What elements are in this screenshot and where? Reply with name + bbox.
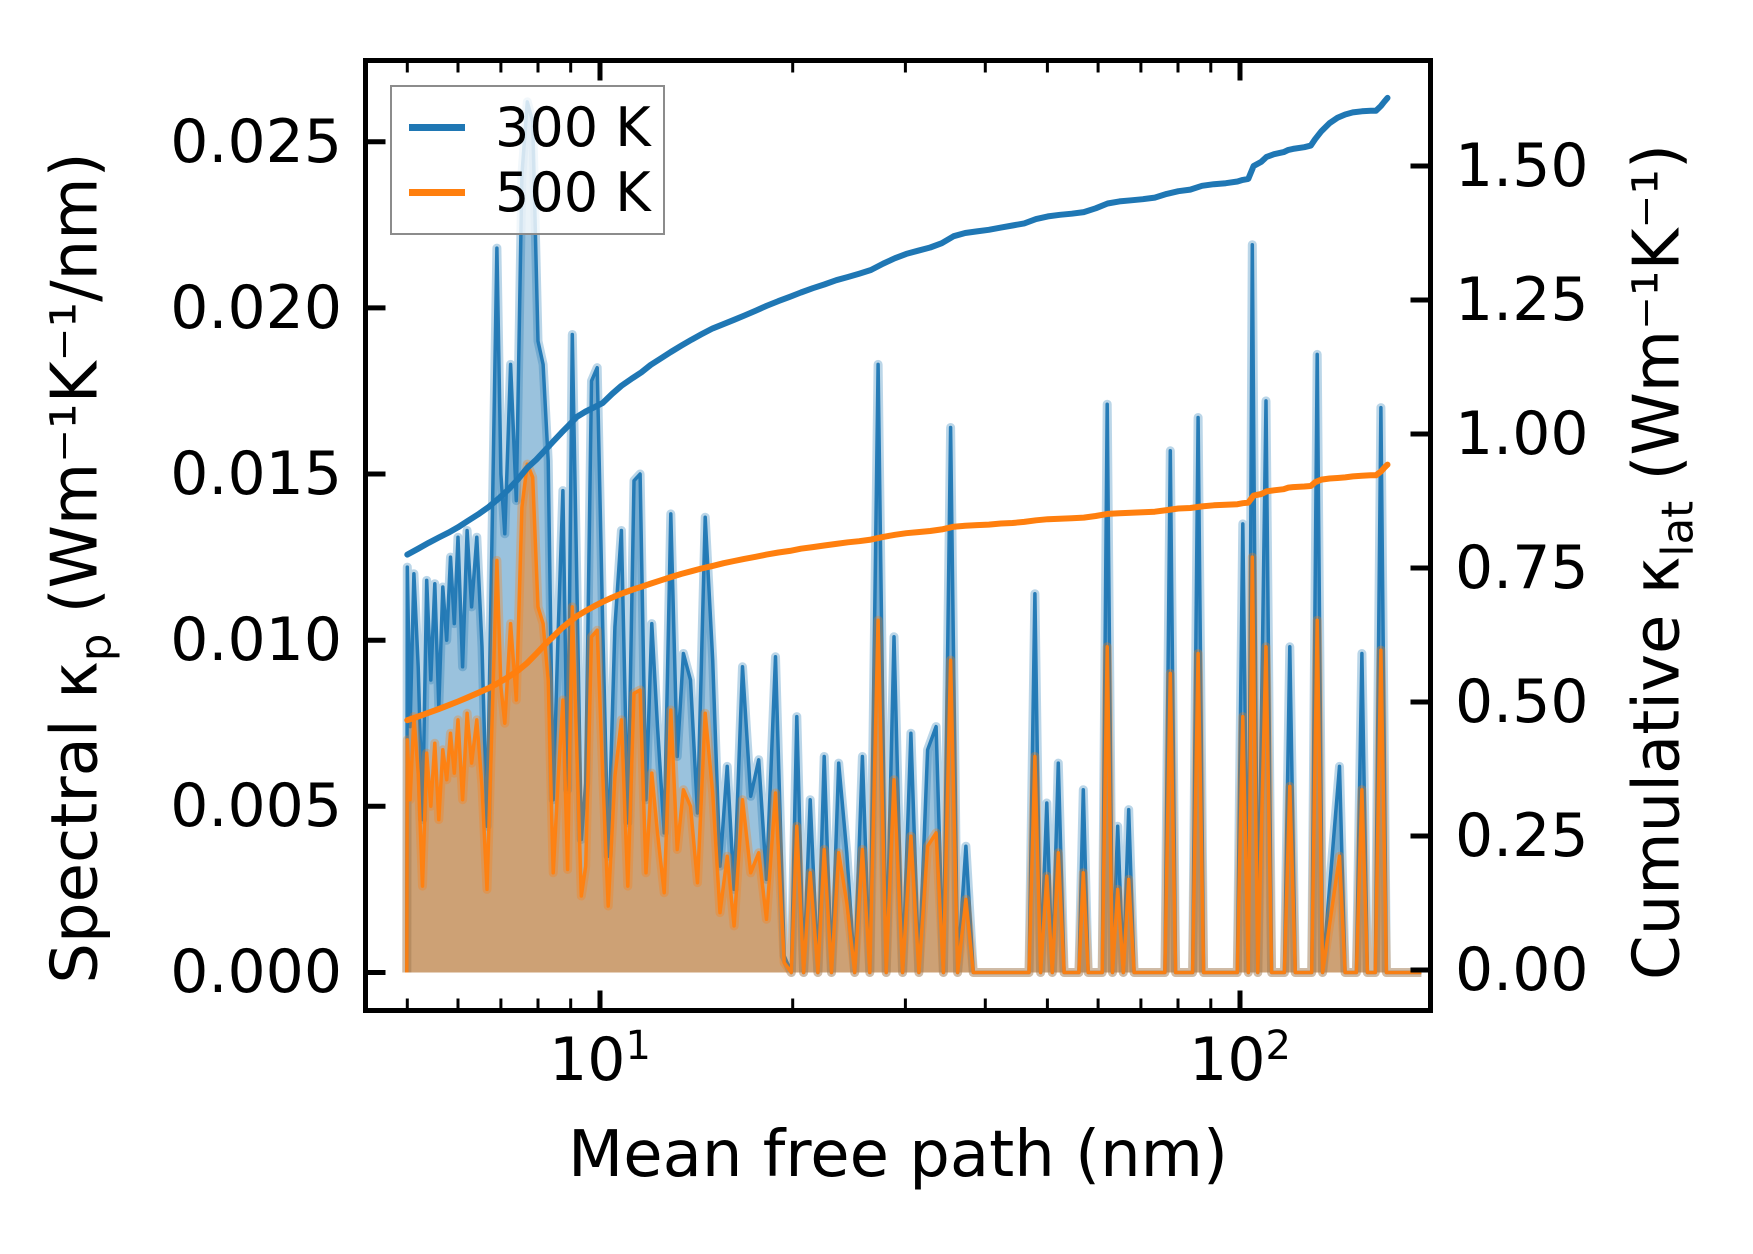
y-right-tick-label: 0.25: [1455, 801, 1589, 871]
series-500k-cumulative-line: [404, 461, 1391, 724]
legend-label-300k: 300 K: [495, 95, 651, 159]
y-left-tick-label: 0.020: [170, 272, 342, 343]
plot-data-layer: [402, 94, 1422, 977]
legend: 300 K 500 K: [390, 85, 665, 235]
left-axis-label-pre: Spectral κ: [38, 661, 113, 984]
x-tick-label: 102: [1189, 1023, 1291, 1095]
y-right-tick-label: 1.25: [1455, 265, 1589, 335]
y-right-tick-label: 1.50: [1455, 131, 1589, 201]
y-right-tick-label: 0.50: [1455, 667, 1589, 737]
legend-swatch-500k-icon: [409, 189, 465, 196]
left-axis-label-post: (Wm⁻¹K⁻¹/nm): [38, 152, 113, 634]
y-left-tick-label: 0.015: [170, 439, 342, 510]
series-500k-spectral-line: [405, 462, 1422, 975]
y-right-tick-label: 1.00: [1455, 399, 1589, 469]
x-axis-label: Mean free path (nm): [568, 1118, 1228, 1192]
y-left-tick-label: 0.000: [170, 937, 342, 1008]
y-left-tick-label: 0.025: [170, 106, 342, 177]
right-axis-label-pre: Cumulative κ: [1620, 556, 1695, 980]
left-axis-label: Spectral κp (Wm⁻¹K⁻¹/nm): [39, 152, 122, 983]
legend-item-300k: 300 K: [392, 95, 663, 159]
x-tick-label: 101: [549, 1023, 651, 1095]
y-left-tick-label: 0.005: [170, 771, 342, 842]
legend-swatch-300k-icon: [409, 124, 465, 131]
legend-label-500k: 500 K: [495, 160, 651, 224]
y-right-tick-label: 0.75: [1455, 533, 1589, 603]
series-300k-cumulative-line: [404, 94, 1391, 558]
y-right-tick-label: 0.00: [1455, 935, 1589, 1005]
axes-spines: [363, 58, 1433, 1013]
legend-item-500k: 500 K: [392, 160, 663, 224]
y-left-tick-label: 0.010: [170, 605, 342, 676]
plot-svg: [363, 58, 1433, 1013]
